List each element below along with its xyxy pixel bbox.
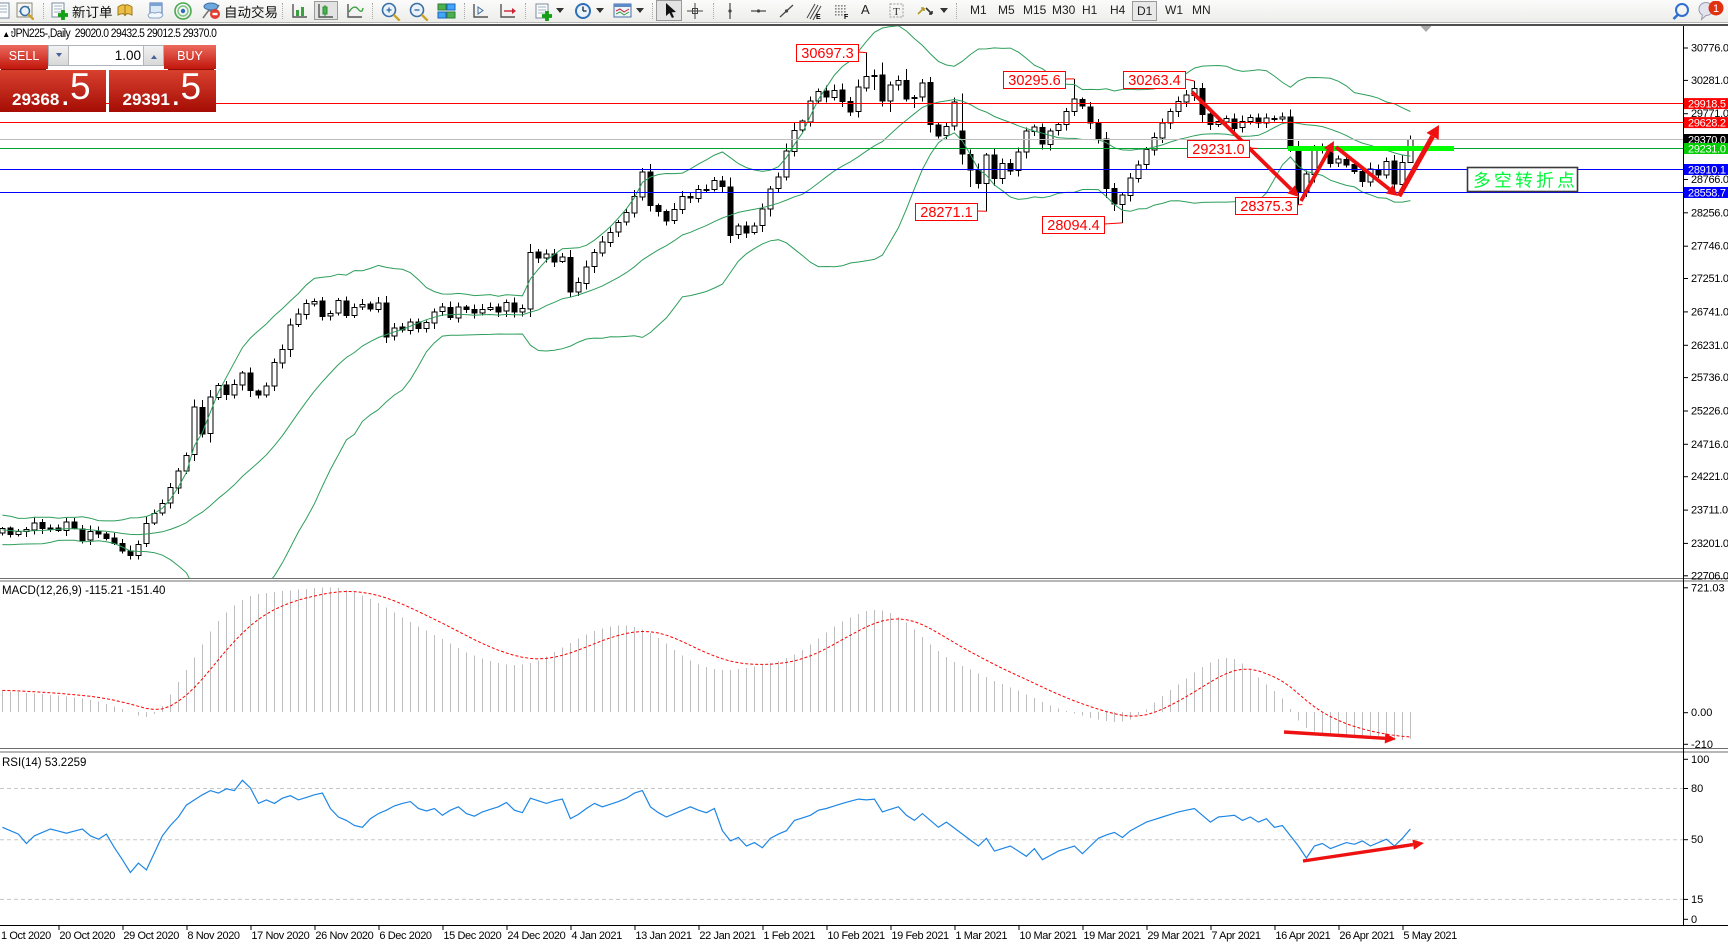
svg-text:F: F bbox=[844, 14, 849, 21]
svg-text:-210: -210 bbox=[1691, 739, 1713, 751]
svg-text:T: T bbox=[893, 6, 900, 18]
svg-text:10 Feb 2021: 10 Feb 2021 bbox=[827, 930, 885, 942]
svg-text:0: 0 bbox=[1691, 914, 1697, 926]
svg-text:15 Dec 2020: 15 Dec 2020 bbox=[443, 930, 501, 942]
svg-text:26 Apr 2021: 26 Apr 2021 bbox=[1339, 930, 1394, 942]
svg-text:13 Jan 2021: 13 Jan 2021 bbox=[635, 930, 691, 942]
svg-text:26741.0: 26741.0 bbox=[1691, 306, 1728, 318]
svg-text:28256.0: 28256.0 bbox=[1691, 207, 1728, 219]
svg-text:29918.5: 29918.5 bbox=[1688, 99, 1726, 111]
svg-text:50: 50 bbox=[1691, 834, 1703, 846]
svg-text:20 Oct 2020: 20 Oct 2020 bbox=[59, 930, 115, 942]
svg-text:80: 80 bbox=[1691, 783, 1703, 795]
svg-text:1: 1 bbox=[1713, 3, 1719, 15]
svg-text:100: 100 bbox=[1691, 754, 1709, 766]
svg-text:29 Mar 2021: 29 Mar 2021 bbox=[1147, 930, 1205, 942]
svg-text:721.03: 721.03 bbox=[1691, 582, 1725, 594]
svg-text:27746.0: 27746.0 bbox=[1691, 241, 1728, 253]
svg-text:7 Apr 2021: 7 Apr 2021 bbox=[1211, 930, 1260, 942]
svg-text:28271.1: 28271.1 bbox=[920, 205, 972, 221]
svg-text:28766.0: 28766.0 bbox=[1691, 174, 1728, 186]
svg-text:30697.3: 30697.3 bbox=[801, 46, 853, 62]
svg-text:23711.0: 23711.0 bbox=[1691, 505, 1728, 517]
svg-text:0.00: 0.00 bbox=[1691, 707, 1712, 719]
svg-text:30776.0: 30776.0 bbox=[1691, 43, 1728, 55]
svg-text:25736.0: 25736.0 bbox=[1691, 372, 1728, 384]
svg-text:27251.0: 27251.0 bbox=[1691, 273, 1728, 285]
svg-text:24221.0: 24221.0 bbox=[1691, 471, 1728, 483]
svg-text:25226.0: 25226.0 bbox=[1691, 406, 1728, 418]
svg-text:5 May 2021: 5 May 2021 bbox=[1403, 930, 1457, 942]
svg-text:RSI(14) 53.2259: RSI(14) 53.2259 bbox=[2, 757, 86, 769]
svg-text:E: E bbox=[816, 14, 821, 21]
svg-text:8 Nov 2020: 8 Nov 2020 bbox=[187, 930, 240, 942]
svg-text:28910.1: 28910.1 bbox=[1688, 165, 1726, 177]
svg-text:1 Feb 2021: 1 Feb 2021 bbox=[763, 930, 815, 942]
svg-text:19 Feb 2021: 19 Feb 2021 bbox=[891, 930, 949, 942]
svg-text:4 Jan 2021: 4 Jan 2021 bbox=[571, 930, 622, 942]
svg-text:22 Jan 2021: 22 Jan 2021 bbox=[699, 930, 755, 942]
svg-text:MACD(12,26,9) -115.21 -151.40: MACD(12,26,9) -115.21 -151.40 bbox=[2, 585, 165, 597]
svg-text:15: 15 bbox=[1691, 894, 1703, 906]
svg-text:28558.7: 28558.7 bbox=[1688, 188, 1726, 200]
svg-text:29231.0: 29231.0 bbox=[1688, 144, 1726, 156]
svg-text:26 Nov 2020: 26 Nov 2020 bbox=[315, 930, 373, 942]
svg-text:24716.0: 24716.0 bbox=[1691, 439, 1728, 451]
svg-text:28094.4: 28094.4 bbox=[1047, 218, 1099, 234]
svg-text:23201.0: 23201.0 bbox=[1691, 538, 1728, 550]
svg-text:30295.6: 30295.6 bbox=[1008, 73, 1060, 89]
svg-text:29628.2: 29628.2 bbox=[1688, 118, 1726, 130]
svg-text:19 Mar 2021: 19 Mar 2021 bbox=[1083, 930, 1141, 942]
svg-text:30263.4: 30263.4 bbox=[1128, 73, 1180, 89]
svg-text:29231.0: 29231.0 bbox=[1192, 142, 1244, 158]
svg-text:6 Dec 2020: 6 Dec 2020 bbox=[379, 930, 432, 942]
svg-text:16 Apr 2021: 16 Apr 2021 bbox=[1275, 930, 1330, 942]
svg-text:1 Oct 2020: 1 Oct 2020 bbox=[1, 930, 51, 942]
svg-text:29 Oct 2020: 29 Oct 2020 bbox=[123, 930, 179, 942]
svg-text:30281.0: 30281.0 bbox=[1691, 75, 1728, 87]
svg-text:1 Mar 2021: 1 Mar 2021 bbox=[955, 930, 1007, 942]
svg-text:17 Nov 2020: 17 Nov 2020 bbox=[251, 930, 309, 942]
svg-text:24 Dec 2020: 24 Dec 2020 bbox=[507, 930, 565, 942]
svg-text:10 Mar 2021: 10 Mar 2021 bbox=[1019, 930, 1077, 942]
svg-text:26231.0: 26231.0 bbox=[1691, 340, 1728, 352]
svg-text:22706.0: 22706.0 bbox=[1691, 570, 1728, 582]
svg-text:28375.3: 28375.3 bbox=[1240, 199, 1292, 215]
